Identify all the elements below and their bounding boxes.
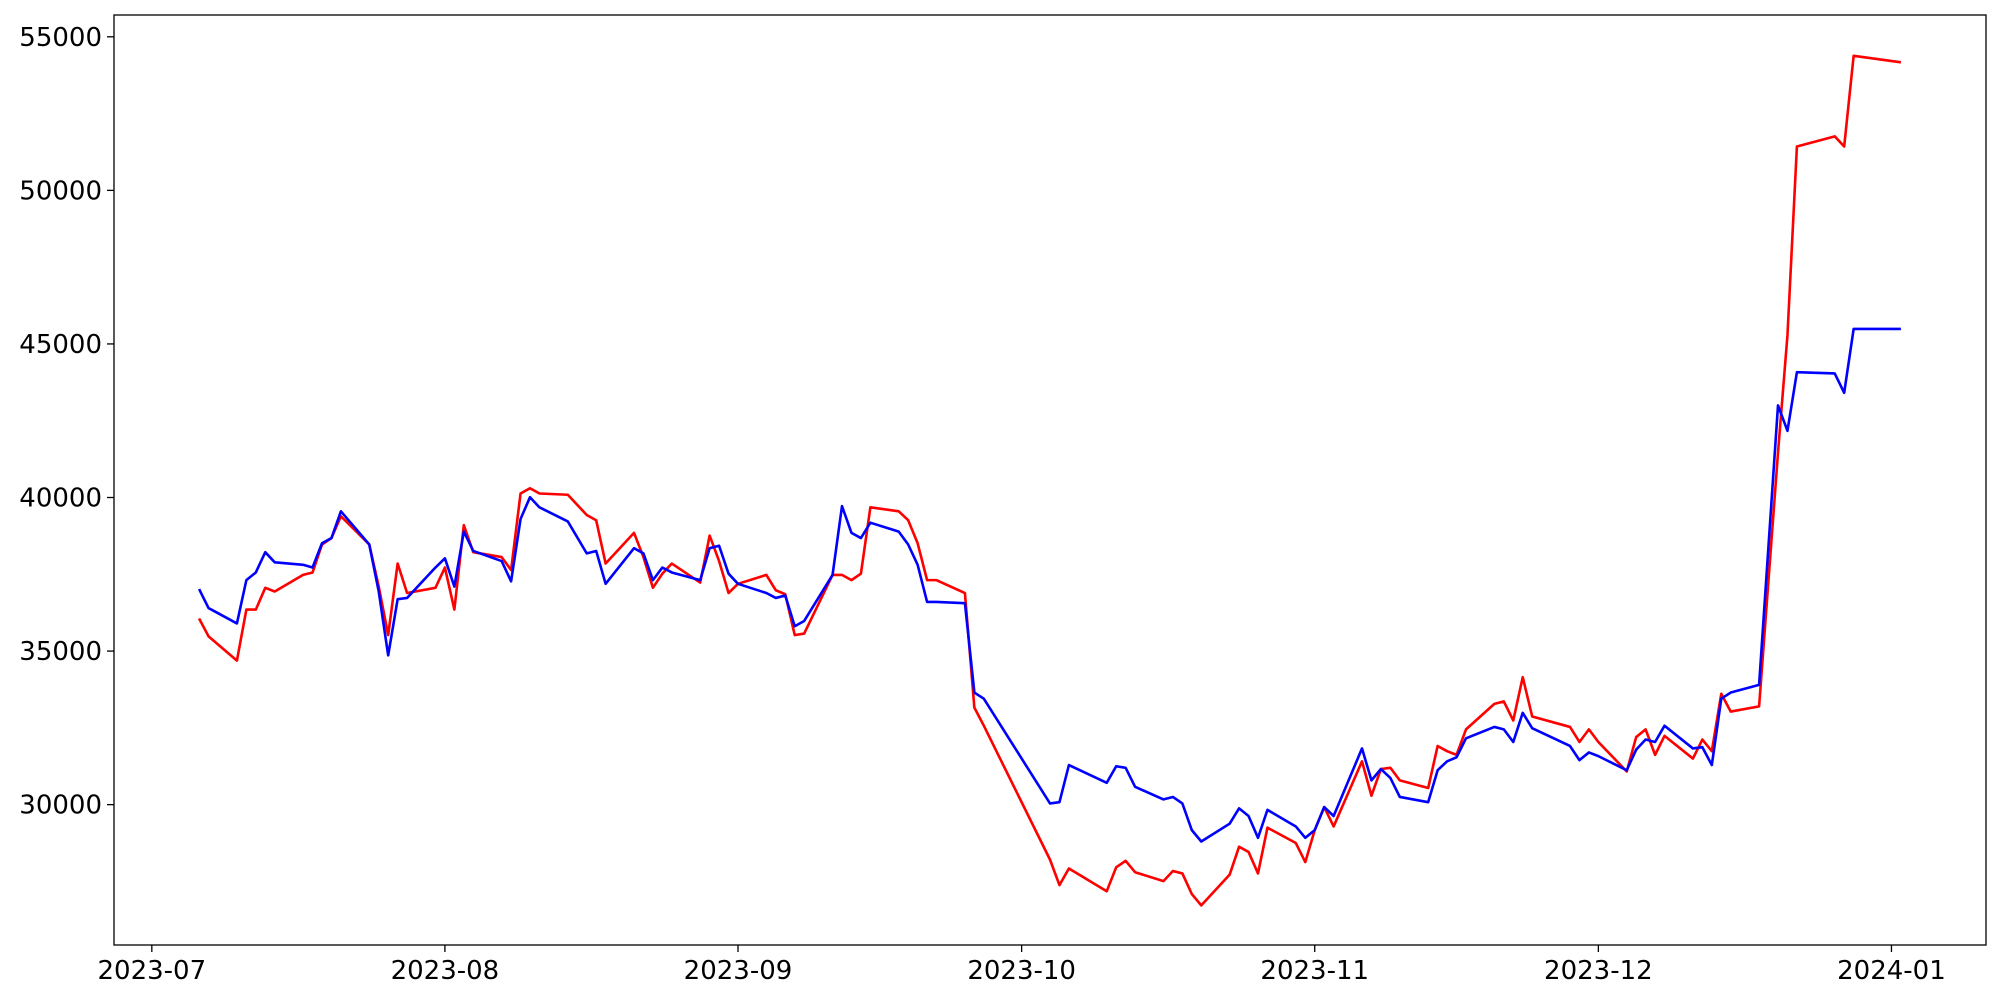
x-tick-label: 2023-10: [967, 956, 1076, 986]
y-tick-label: 40000: [19, 484, 102, 514]
x-tick-label: 2024-01: [1837, 956, 1946, 986]
x-tick-label: 2023-12: [1544, 956, 1653, 986]
x-tick-label: 2023-09: [684, 956, 793, 986]
y-tick-label: 50000: [19, 176, 102, 206]
x-tick-label: 2023-11: [1260, 956, 1369, 986]
line-series: [197, 327, 1901, 843]
y-tick-label: 55000: [19, 23, 102, 53]
x-tick-label: 2023-08: [391, 956, 500, 986]
line-series: [197, 54, 1902, 907]
plot-frame: [113, 14, 1987, 946]
y-tick-label: 30000: [19, 791, 102, 821]
y-tick-label: 35000: [19, 637, 102, 667]
y-tick-label: 45000: [19, 330, 102, 360]
x-tick-label: 2023-07: [97, 956, 206, 986]
